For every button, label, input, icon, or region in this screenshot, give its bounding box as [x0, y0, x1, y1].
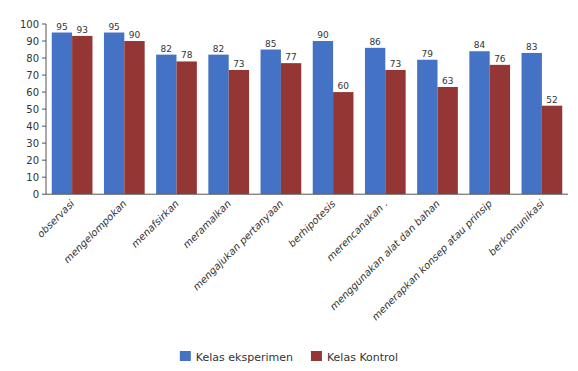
data-label: 90 [129, 30, 141, 40]
y-tick-label: 50 [26, 104, 39, 115]
bar [72, 36, 92, 194]
y-tick-label: 100 [20, 19, 39, 30]
data-label: 86 [369, 37, 381, 47]
data-label: 84 [474, 40, 486, 50]
y-tick-label: 0 [33, 189, 39, 200]
legend-label: Kelas Kontrol [327, 351, 398, 364]
x-tick-label: menggunakan alat dan bahan [328, 198, 442, 312]
bar [156, 55, 176, 195]
y-tick [42, 75, 46, 76]
data-label: 60 [338, 81, 350, 91]
y-tick-label: 70 [26, 70, 39, 81]
bars [52, 33, 563, 195]
legend-label: Kelas eksperimen [196, 351, 293, 364]
bar [208, 55, 228, 195]
bar [469, 51, 489, 194]
y-tick-label: 30 [26, 138, 39, 149]
x-axis-line [46, 194, 568, 195]
bar [124, 41, 144, 194]
x-tick-label: mengelompokan [61, 198, 128, 265]
bar [313, 41, 333, 194]
y-tick [42, 143, 46, 144]
x-axis: observasimengelompokanmenafsirkanmeramal… [35, 194, 568, 322]
y-tick-label: 90 [26, 36, 39, 47]
y-tick-label: 80 [26, 53, 39, 64]
bar [229, 70, 249, 194]
data-label: 73 [390, 59, 401, 69]
data-label: 79 [422, 49, 434, 59]
bar [52, 33, 72, 195]
bar [177, 61, 197, 194]
bar [438, 87, 458, 194]
bar [385, 70, 405, 194]
bar [281, 63, 301, 194]
data-label: 78 [181, 50, 193, 60]
legend-swatch [311, 351, 322, 361]
legend-swatch [180, 351, 191, 361]
bar [490, 65, 510, 194]
x-tick-label: menafsirkan [129, 198, 181, 250]
y-tick-label: 20 [26, 155, 39, 166]
data-label: 90 [317, 30, 329, 40]
y-tick [42, 194, 46, 195]
data-label: 82 [213, 44, 224, 54]
y-tick [42, 126, 46, 127]
bar [542, 106, 562, 195]
data-label: 77 [285, 52, 296, 62]
chart: 95 95 82 82 85 90 86 79 84 83 93 90 78 73 77 60 73 63 76 52… [0, 0, 578, 371]
y-axis: 0 10 20 30 40 50 60 70 80 90 100 [20, 19, 46, 200]
y-tick-label: 60 [26, 87, 39, 98]
data-label: 63 [442, 76, 453, 86]
y-tick [42, 109, 46, 110]
x-tick-label: meramalkan [181, 198, 233, 250]
data-label: 52 [546, 95, 557, 105]
y-tick [42, 58, 46, 59]
y-tick [42, 177, 46, 178]
bar [417, 60, 437, 194]
y-tick-label: 40 [26, 121, 39, 132]
data-label: 95 [108, 22, 119, 32]
bar [365, 48, 385, 194]
data-label: 85 [265, 39, 276, 49]
x-tick-label: observasi [35, 198, 77, 240]
y-tick [42, 41, 46, 42]
bar [104, 33, 124, 195]
data-label: 76 [494, 54, 506, 64]
data-label: 73 [233, 59, 244, 69]
x-tick-label: menerapkan konsep atau prinsip [370, 198, 495, 323]
y-tick [42, 24, 46, 25]
x-tick-label: mengajukan pertanyaan [191, 198, 286, 293]
data-labels: 95 95 82 82 85 90 86 79 84 83 93 90 78 73 77 60 73 63 76 52 [56, 22, 558, 105]
bar [522, 53, 542, 194]
bar [261, 50, 281, 195]
x-tick-label: berhipotesis [286, 198, 337, 249]
bar [333, 92, 353, 194]
y-tick [42, 92, 46, 93]
y-tick [42, 160, 46, 161]
data-label: 82 [161, 44, 172, 54]
data-label: 93 [77, 25, 88, 35]
legend: Kelas eksperimen Kelas Kontrol [180, 351, 398, 364]
data-label: 95 [56, 22, 67, 32]
y-tick-label: 10 [26, 172, 39, 183]
x-tick-label: berkomunikasi [486, 198, 546, 258]
data-label: 83 [526, 42, 537, 52]
